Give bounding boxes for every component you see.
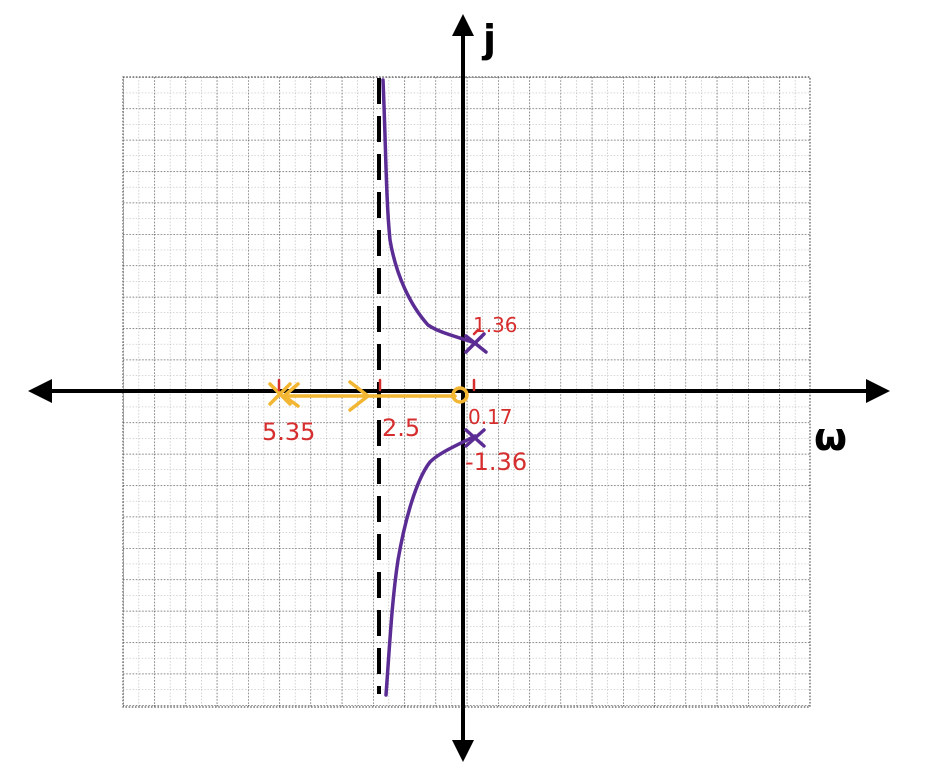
pole-lower-label: -1.36 — [465, 448, 527, 476]
upper-locus-branch — [381, 78, 477, 345]
centroid-label: 2.5 — [382, 414, 420, 442]
vertical-axis-label: j — [481, 17, 496, 61]
red-tick-marks — [277, 328, 480, 392]
pole-upper-label: 1.36 — [473, 313, 518, 337]
zero-label: 0.17 — [468, 405, 513, 429]
horizontal-axis-label: ω — [814, 415, 847, 459]
down-arrow-icon — [452, 740, 474, 762]
up-arrow-icon — [452, 14, 474, 36]
right-arrow-icon — [866, 379, 890, 403]
lower-locus-branch — [384, 434, 477, 697]
left-arrow-icon — [28, 379, 52, 403]
pole-lower-marker — [464, 428, 486, 448]
real-pole-label: 5.35 — [262, 418, 315, 446]
horizontal-axis — [28, 379, 890, 403]
real-axis-locus — [268, 380, 469, 412]
pole-upper-marker — [464, 332, 488, 354]
